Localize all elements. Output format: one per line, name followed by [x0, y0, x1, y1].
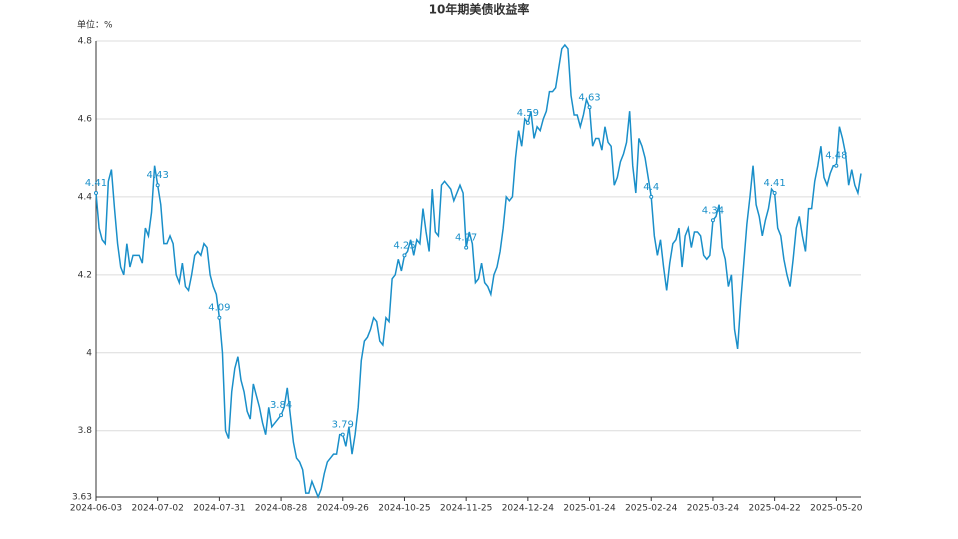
point — [217, 315, 222, 320]
point — [834, 163, 839, 168]
x-tick-label: 2024-07-31 — [193, 504, 245, 514]
point — [94, 191, 98, 195]
y-tick-label: 4.2 — [78, 270, 92, 280]
x-tick-label: 2024-07-02 — [132, 504, 184, 514]
y-tick-label: 3.63 — [72, 493, 92, 503]
point — [710, 218, 715, 223]
x-tick-label: 2024-11-25 — [440, 504, 492, 514]
data-label: 4.34 — [702, 205, 724, 216]
y-tick-label: 3.8 — [78, 426, 93, 436]
line — [95, 43, 862, 500]
point — [772, 191, 777, 195]
data-label: 4.48 — [825, 151, 847, 162]
x-tick-label: 2025-05-20 — [810, 504, 863, 514]
point — [402, 253, 407, 258]
data-label: 4.4 — [643, 182, 659, 193]
point — [649, 194, 654, 199]
data-label: 4.25 — [393, 240, 415, 251]
x-tick-label: 2025-04-22 — [748, 504, 800, 514]
y-tick-label: 4.4 — [78, 192, 93, 202]
data-label: 4.43 — [147, 170, 169, 181]
y-tick-label: 4.8 — [78, 37, 93, 47]
y-tick-label: 4.6 — [78, 114, 93, 124]
data-label: 3.79 — [332, 420, 354, 431]
data-label: 4.41 — [763, 178, 785, 189]
x-tick-label: 2025-03-24 — [687, 504, 740, 514]
x-tick-label: 2024-06-03 — [70, 504, 122, 514]
point — [464, 245, 469, 250]
data-label: 4.09 — [208, 303, 230, 314]
y-tick-label: 4 — [86, 348, 92, 358]
point — [155, 183, 160, 188]
x-tick-label: 2024-12-24 — [502, 504, 555, 514]
x-tick-label: 2025-02-24 — [625, 504, 678, 514]
x-tick-label: 2025-01-24 — [563, 504, 616, 514]
data-label: 4.63 — [578, 92, 600, 103]
y-axis-label: 单位：% — [77, 19, 113, 31]
data-label: 3.84 — [270, 400, 292, 411]
chart-title: 10年期美债收益率 — [429, 2, 530, 17]
data-label: 4.41 — [85, 178, 107, 189]
point — [340, 432, 345, 437]
point — [525, 120, 530, 125]
x-tick-label: 2024-09-26 — [317, 504, 370, 514]
x-tick-label: 2024-08-28 — [255, 504, 308, 514]
data-label: 4.59 — [517, 108, 539, 119]
x-tick-label: 2024-10-25 — [378, 504, 430, 514]
point — [587, 105, 592, 110]
point — [279, 413, 284, 418]
data-label: 4.27 — [455, 233, 477, 244]
